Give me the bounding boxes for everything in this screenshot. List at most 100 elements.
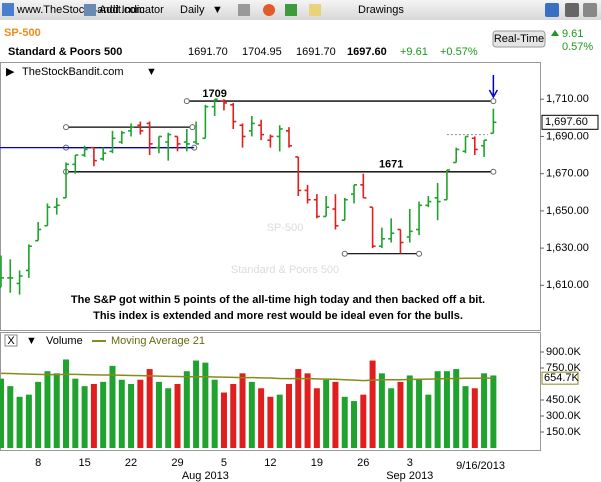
level-end	[490, 98, 497, 105]
indicator-icon	[84, 4, 96, 16]
volume-bar	[276, 394, 283, 448]
volume-bar	[443, 371, 450, 448]
volume-bar	[16, 396, 23, 448]
volume-bar	[53, 373, 60, 448]
site-menu[interactable]: www.TheStockBandit.com	[16, 4, 145, 16]
volume-bar	[481, 373, 488, 448]
volume-tick-label: 300.0K	[546, 410, 582, 422]
x-tick-label: 15	[78, 457, 90, 469]
level-label: 1671	[379, 159, 403, 171]
volume-tick-label: 750.0K	[546, 362, 582, 374]
drawings[interactable]: Drawings	[358, 4, 404, 16]
quote-last: 1697.60	[347, 46, 387, 58]
volume-bar	[462, 386, 469, 448]
volume-tick-label: 450.0K	[546, 394, 582, 406]
last-price-label: 1,697.60	[545, 116, 588, 128]
volume-bar	[360, 394, 367, 448]
source: TheStockBandit.com	[22, 66, 124, 78]
period-arrow[interactable]: ▼	[212, 4, 223, 16]
volume-bar	[155, 381, 162, 448]
menu-button[interactable]	[583, 3, 597, 17]
level-label: 1709	[202, 88, 226, 100]
arrow-head	[488, 89, 499, 99]
right-change: 9.61	[562, 28, 583, 40]
volume-bar	[165, 388, 172, 448]
realtime-button[interactable]	[492, 30, 546, 48]
volume-title: Volume	[46, 335, 83, 347]
x-tick-label: 19	[311, 457, 323, 469]
tool-icon[interactable]	[238, 4, 250, 16]
table-icon[interactable]	[285, 4, 297, 16]
volume-bar	[341, 396, 348, 448]
up-arrow	[551, 30, 559, 36]
symbol: SP-500	[4, 27, 41, 39]
volume-bar	[146, 369, 153, 448]
x-tick-label: 26	[357, 457, 369, 469]
volume-bar	[7, 386, 14, 448]
volume-bar	[406, 375, 413, 448]
close-panel[interactable]	[4, 334, 18, 347]
volume-bar	[90, 384, 97, 448]
period[interactable]: Daily	[180, 4, 205, 16]
volume-bar	[63, 359, 70, 448]
volume-bar	[471, 388, 478, 448]
month-label: Sep 2013	[386, 470, 433, 482]
t-button[interactable]	[565, 3, 579, 17]
add-indicator[interactable]: Add Indicator	[99, 4, 164, 16]
trend-end	[341, 250, 348, 257]
notes-icon[interactable]	[309, 4, 321, 16]
volume-bar	[351, 401, 358, 448]
site-icon	[2, 3, 14, 16]
volume-tick-label: 900.0K	[546, 346, 582, 358]
volume-bar	[25, 394, 32, 448]
x-tick-label: 8	[35, 457, 41, 469]
quote-high: 1704.95	[242, 46, 282, 58]
close-label[interactable]: X	[7, 335, 15, 347]
s-button[interactable]	[545, 3, 559, 17]
y-tick-label: 1,610.00	[546, 279, 589, 291]
volume-bar	[137, 379, 144, 448]
volume-bar	[81, 386, 88, 448]
volume-bar	[313, 388, 320, 448]
volume-bar	[109, 365, 116, 448]
toolbar	[0, 0, 601, 20]
y-tick-label: 1,670.00	[546, 168, 589, 180]
annotation-line: This index is extended and more rest wou…	[93, 310, 463, 322]
volume-bar	[174, 384, 181, 448]
volume-bar	[220, 392, 227, 448]
volume-tick-label: 150.0K	[546, 426, 582, 438]
trend-end	[416, 250, 423, 257]
watermark-name: Standard & Poors 500	[231, 264, 339, 276]
volume-bar	[304, 373, 311, 448]
trend-end	[189, 124, 196, 131]
level-end	[183, 98, 190, 105]
volume-bar	[118, 379, 125, 448]
volume-bar	[248, 381, 255, 448]
quote-open: 1691.70	[188, 46, 228, 58]
volume-bar	[369, 360, 376, 448]
annotation-line: The S&P got within 5 points of the all-t…	[71, 294, 485, 306]
volume-bar	[258, 388, 265, 448]
volume-last-box	[541, 371, 579, 385]
x-tick-label: 5	[221, 457, 227, 469]
x-tick-label: 29	[171, 457, 183, 469]
volume-bar	[332, 381, 339, 448]
alert-icon[interactable]	[263, 4, 275, 16]
collapse-arrow[interactable]: ▶	[6, 66, 15, 78]
volume-bar	[434, 371, 441, 448]
volume-bar	[72, 378, 79, 448]
y-tick-label: 1,710.00	[546, 93, 589, 105]
source-arrow[interactable]: ▼	[146, 66, 157, 78]
panel-arrow[interactable]: ▼	[26, 335, 37, 347]
y-tick-label: 1,690.00	[546, 130, 589, 142]
quote-low: 1691.70	[296, 46, 336, 58]
volume-bar	[267, 396, 274, 448]
volume-bar	[44, 371, 51, 448]
quote-change: +9.61	[400, 46, 428, 58]
volume-bar	[35, 381, 42, 448]
realtime-label[interactable]: Real-Time	[494, 33, 544, 45]
volume-bar	[183, 371, 190, 448]
volume-bar	[239, 373, 246, 448]
volume-bar	[230, 384, 237, 448]
